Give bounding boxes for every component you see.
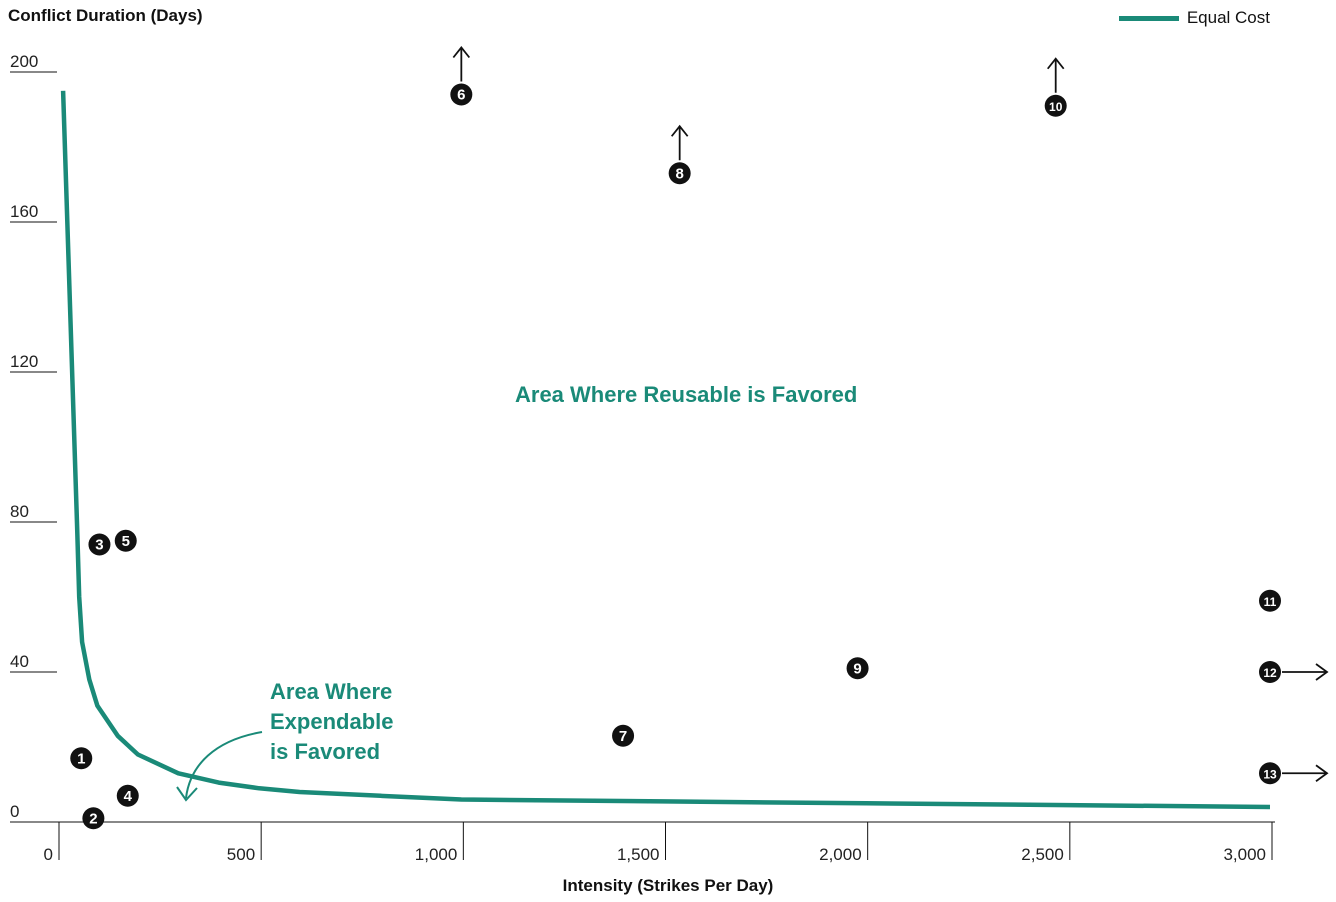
x-tick-label: 0: [44, 845, 53, 864]
data-point-1: 1: [70, 747, 93, 770]
data-point-5: 5: [114, 529, 137, 552]
legend-swatch: [1118, 15, 1179, 21]
data-point-6: 6: [450, 46, 473, 106]
y-tick-label: 200: [10, 52, 38, 71]
x-tick-label: 1,500: [617, 845, 660, 864]
region-label-expendable-line2: Expendable: [270, 709, 394, 734]
data-point-marker: [88, 533, 111, 556]
data-point-10: 10: [1044, 57, 1067, 117]
data-point-7: 7: [612, 724, 635, 747]
data-point-marker: [1259, 661, 1281, 683]
y-tick-label: 0: [10, 802, 19, 821]
data-point-marker: [612, 724, 635, 747]
data-point-label: 11: [1264, 595, 1277, 609]
data-point-label: 9: [853, 660, 861, 677]
data-point-marker: [70, 747, 93, 770]
x-tick-label: 500: [227, 845, 255, 864]
data-point-12: 12: [1259, 661, 1329, 683]
region-label-expendable-line1: Area Where: [270, 679, 393, 704]
y-axis-ticks: 0 40 80 120 160 200: [10, 52, 57, 821]
data-point-8: 8: [668, 124, 691, 185]
x-tick-label: 2,000: [819, 845, 862, 864]
data-point-label: 7: [619, 728, 627, 745]
data-point-marker: [846, 657, 869, 680]
data-point-marker: [82, 807, 105, 830]
off-chart-arrowhead: [1046, 57, 1065, 70]
data-point-9: 9: [846, 657, 869, 680]
x-tick-label: 2,500: [1021, 845, 1064, 864]
region-label-reusable: Area Where Reusable is Favored: [515, 382, 858, 407]
y-tick-label: 160: [10, 202, 38, 221]
legend: Equal Cost: [1118, 8, 1270, 28]
pointer-arrow-head: [176, 786, 198, 802]
data-point-13: 13: [1259, 762, 1329, 785]
data-point-marker: [1259, 762, 1281, 785]
data-point-label: 4: [124, 788, 133, 805]
region-label-expendable-line3: is Favored: [270, 739, 381, 764]
off-chart-arrowhead: [1315, 663, 1329, 681]
data-point-label: 13: [1263, 767, 1277, 781]
y-axis-title: Conflict Duration (Days): [8, 6, 203, 25]
equal-cost-curve: [60, 90, 1271, 810]
x-axis-title: Intensity (Strikes Per Day): [562, 876, 774, 895]
data-point-label: 6: [457, 87, 465, 104]
data-point-11: 11: [1259, 589, 1281, 612]
off-chart-arrowhead: [452, 46, 471, 59]
data-point-label: 1: [77, 750, 85, 767]
x-tick-label: 3,000: [1223, 845, 1266, 864]
data-point-label: 12: [1263, 666, 1277, 680]
data-point-marker: [1044, 94, 1067, 117]
data-point-label: 2: [89, 810, 97, 827]
data-point-label: 10: [1049, 100, 1063, 114]
off-chart-arrowhead: [670, 124, 689, 137]
data-point-4: 4: [116, 784, 139, 807]
data-point-2: 2: [82, 807, 105, 830]
data-point-label: 3: [95, 537, 103, 554]
y-tick-label: 80: [10, 502, 29, 521]
data-point-marker: [1259, 589, 1281, 612]
equal-cost-line: [60, 90, 1271, 810]
data-point-marker: [668, 162, 691, 185]
off-chart-arrowhead: [1315, 764, 1329, 782]
data-point-3: 3: [88, 533, 111, 556]
expendable-pointer-arrow: [176, 731, 263, 802]
legend-label: Equal Cost: [1186, 8, 1270, 27]
data-point-marker: [450, 83, 473, 106]
x-axis: 0 500 1,000 1,500 2,000 2,500 3,000: [10, 821, 1275, 864]
data-point-marker: [116, 784, 139, 807]
data-point-label: 5: [122, 533, 130, 550]
pointer-arrow-line: [185, 731, 263, 799]
region-label-expendable: Area Where Expendable is Favored: [270, 677, 393, 767]
data-point-label: 8: [676, 165, 684, 182]
y-tick-label: 40: [10, 652, 29, 671]
data-point-marker: [114, 529, 137, 552]
x-tick-label: 1,000: [415, 845, 458, 864]
y-tick-label: 120: [10, 352, 38, 371]
